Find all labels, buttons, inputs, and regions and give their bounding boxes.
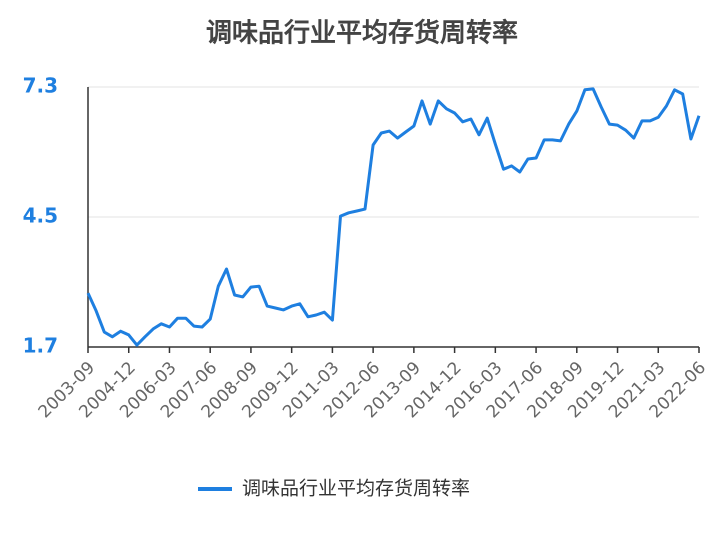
y-tick-label: 4.5 <box>23 204 58 228</box>
legend-label: 调味品行业平均存货周转率 <box>242 478 470 500</box>
chart-title: 调味品行业平均存货周转率 <box>206 18 518 49</box>
y-tick-label: 7.3 <box>23 74 58 98</box>
series-line <box>86 87 701 347</box>
y-tick-label: 1.7 <box>23 334 58 358</box>
